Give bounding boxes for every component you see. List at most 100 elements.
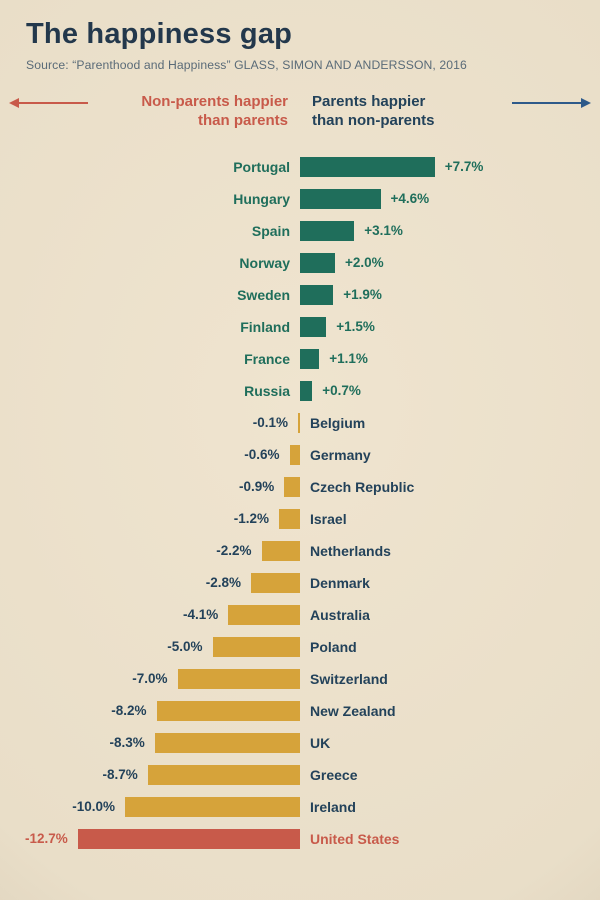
bar bbox=[290, 445, 301, 465]
value-label: +7.7% bbox=[445, 159, 484, 174]
arrow-left-icon bbox=[18, 102, 88, 104]
value-label: -5.0% bbox=[167, 639, 202, 654]
country-label: Ireland bbox=[310, 799, 356, 815]
bar bbox=[251, 573, 300, 593]
country-label: Belgium bbox=[310, 415, 365, 431]
chart-row: Sweden +1.9% bbox=[0, 280, 600, 312]
bar bbox=[148, 765, 300, 785]
country-label: Czech Republic bbox=[310, 479, 414, 495]
chart-row: Switzerland -7.0% bbox=[0, 664, 600, 696]
value-label: +3.1% bbox=[364, 223, 403, 238]
value-label: -12.7% bbox=[25, 831, 68, 846]
bar bbox=[300, 381, 312, 401]
value-label: -8.7% bbox=[102, 767, 137, 782]
chart-row: Spain +3.1% bbox=[0, 216, 600, 248]
value-label: -0.9% bbox=[239, 479, 274, 494]
country-label: Greece bbox=[310, 767, 357, 783]
legend-left-line2: than parents bbox=[198, 112, 288, 129]
chart-row: Netherlands -2.2% bbox=[0, 536, 600, 568]
country-label: Norway bbox=[239, 255, 290, 271]
page-title: The happiness gap bbox=[26, 18, 292, 51]
bar bbox=[228, 605, 300, 625]
chart-row: Australia -4.1% bbox=[0, 600, 600, 632]
value-label: -2.8% bbox=[206, 575, 241, 590]
bar bbox=[300, 349, 319, 369]
chart-row: United States -12.7% bbox=[0, 824, 600, 856]
bar bbox=[279, 509, 300, 529]
bar bbox=[155, 733, 300, 753]
chart-row: Hungary +4.6% bbox=[0, 184, 600, 216]
country-label: Russia bbox=[244, 383, 290, 399]
chart-row: UK -8.3% bbox=[0, 728, 600, 760]
bar bbox=[300, 189, 381, 209]
value-label: +1.1% bbox=[329, 351, 368, 366]
country-label: United States bbox=[310, 831, 399, 847]
country-label: UK bbox=[310, 735, 330, 751]
chart-row: Portugal +7.7% bbox=[0, 152, 600, 184]
value-label: +4.6% bbox=[391, 191, 430, 206]
chart-row: Russia +0.7% bbox=[0, 376, 600, 408]
chart-row: Czech Republic -0.9% bbox=[0, 472, 600, 504]
country-label: Israel bbox=[310, 511, 347, 527]
value-label: -8.3% bbox=[109, 735, 144, 750]
legend-left-line1: Non-parents happier bbox=[141, 93, 288, 110]
value-label: -10.0% bbox=[72, 799, 115, 814]
arrow-right-icon bbox=[512, 102, 582, 104]
chart-row: Finland +1.5% bbox=[0, 312, 600, 344]
bar bbox=[300, 253, 335, 273]
bar bbox=[157, 701, 301, 721]
country-label: Germany bbox=[310, 447, 371, 463]
value-label: +1.9% bbox=[343, 287, 382, 302]
happiness-chart: Portugal +7.7% Hungary +4.6% Spain +3.1% Norwa… bbox=[0, 152, 600, 856]
country-label: France bbox=[244, 351, 290, 367]
chart-row: Norway +2.0% bbox=[0, 248, 600, 280]
legend-left: Non-parents happier than parents bbox=[141, 92, 288, 130]
country-label: Switzerland bbox=[310, 671, 388, 687]
country-label: Poland bbox=[310, 639, 357, 655]
value-label: +1.5% bbox=[336, 319, 375, 334]
bar bbox=[78, 829, 300, 849]
value-label: -7.0% bbox=[132, 671, 167, 686]
country-label: Netherlands bbox=[310, 543, 391, 559]
value-label: -8.2% bbox=[111, 703, 146, 718]
legend-right: Parents happier than non-parents bbox=[312, 92, 435, 130]
bar bbox=[178, 669, 301, 689]
value-label: -4.1% bbox=[183, 607, 218, 622]
country-label: Portugal bbox=[233, 159, 290, 175]
legend-right-line2: than non-parents bbox=[312, 112, 435, 129]
bar bbox=[213, 637, 301, 657]
legend: Non-parents happier than parents Parents… bbox=[0, 92, 600, 142]
bar bbox=[298, 413, 300, 433]
legend-right-line1: Parents happier bbox=[312, 93, 425, 110]
country-label: Hungary bbox=[233, 191, 290, 207]
chart-row: Belgium -0.1% bbox=[0, 408, 600, 440]
chart-row: Poland -5.0% bbox=[0, 632, 600, 664]
country-label: New Zealand bbox=[310, 703, 396, 719]
chart-row: Denmark -2.8% bbox=[0, 568, 600, 600]
bar bbox=[125, 797, 300, 817]
country-label: Australia bbox=[310, 607, 370, 623]
chart-row: France +1.1% bbox=[0, 344, 600, 376]
country-label: Finland bbox=[240, 319, 290, 335]
bar bbox=[300, 221, 354, 241]
source-line: Source: “Parenthood and Happiness” GLASS… bbox=[26, 58, 467, 72]
value-label: +0.7% bbox=[322, 383, 361, 398]
chart-row: Germany -0.6% bbox=[0, 440, 600, 472]
chart-row: Israel -1.2% bbox=[0, 504, 600, 536]
value-label: -0.6% bbox=[244, 447, 279, 462]
chart-row: New Zealand -8.2% bbox=[0, 696, 600, 728]
bar bbox=[284, 477, 300, 497]
value-label: -2.2% bbox=[216, 543, 251, 558]
bar bbox=[262, 541, 301, 561]
bar bbox=[300, 157, 435, 177]
country-label: Sweden bbox=[237, 287, 290, 303]
chart-row: Greece -8.7% bbox=[0, 760, 600, 792]
value-label: -1.2% bbox=[234, 511, 269, 526]
bar bbox=[300, 317, 326, 337]
country-label: Denmark bbox=[310, 575, 370, 591]
value-label: +2.0% bbox=[345, 255, 384, 270]
chart-row: Ireland -10.0% bbox=[0, 792, 600, 824]
country-label: Spain bbox=[252, 223, 290, 239]
bar bbox=[300, 285, 333, 305]
value-label: -0.1% bbox=[253, 415, 288, 430]
